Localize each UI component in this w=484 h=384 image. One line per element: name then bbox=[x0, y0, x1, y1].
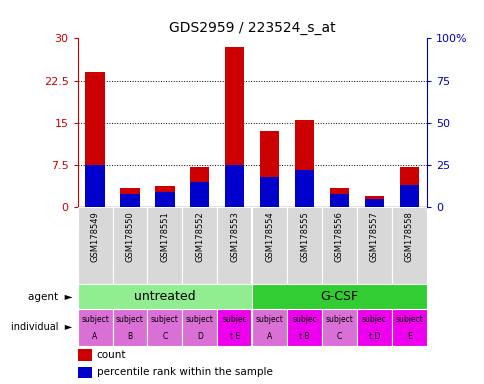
Bar bbox=[364, 199, 383, 207]
Text: count: count bbox=[97, 350, 126, 360]
Text: D: D bbox=[197, 332, 202, 341]
Text: t B: t B bbox=[299, 332, 309, 341]
Bar bbox=[77, 367, 91, 378]
Bar bbox=[259, 131, 279, 207]
Text: subject: subject bbox=[81, 315, 109, 324]
Bar bbox=[217, 309, 252, 346]
Bar bbox=[182, 207, 217, 284]
Bar bbox=[252, 207, 287, 284]
Title: GDS2959 / 223524_s_at: GDS2959 / 223524_s_at bbox=[168, 21, 335, 35]
Bar bbox=[147, 207, 182, 284]
Text: subject: subject bbox=[116, 315, 144, 324]
Text: GSM178554: GSM178554 bbox=[265, 211, 273, 262]
Text: G-CSF: G-CSF bbox=[320, 290, 358, 303]
Bar bbox=[112, 207, 147, 284]
Text: B: B bbox=[127, 332, 132, 341]
Bar bbox=[112, 309, 147, 346]
Bar bbox=[399, 185, 418, 207]
Bar bbox=[120, 188, 139, 207]
Text: subjec: subjec bbox=[291, 315, 317, 324]
Bar bbox=[391, 207, 426, 284]
Bar bbox=[85, 72, 105, 207]
Bar bbox=[287, 207, 321, 284]
Text: subject: subject bbox=[185, 315, 213, 324]
Text: subject: subject bbox=[394, 315, 423, 324]
Bar bbox=[182, 309, 217, 346]
Text: subjec: subjec bbox=[361, 315, 386, 324]
Bar bbox=[287, 309, 321, 346]
Text: GSM178557: GSM178557 bbox=[369, 211, 378, 262]
Text: GSM178550: GSM178550 bbox=[125, 211, 134, 262]
Text: GSM178555: GSM178555 bbox=[300, 211, 308, 262]
Text: GSM178551: GSM178551 bbox=[160, 211, 169, 262]
Bar bbox=[252, 284, 426, 309]
Bar bbox=[399, 167, 418, 207]
Text: A: A bbox=[92, 332, 97, 341]
Bar bbox=[190, 182, 209, 207]
Bar bbox=[147, 309, 182, 346]
Text: untreated: untreated bbox=[134, 290, 196, 303]
Bar bbox=[391, 309, 426, 346]
Text: t D: t D bbox=[368, 332, 379, 341]
Bar bbox=[259, 177, 279, 207]
Text: GSM178558: GSM178558 bbox=[404, 211, 413, 262]
Bar bbox=[77, 349, 91, 361]
Text: subject: subject bbox=[255, 315, 283, 324]
Text: agent  ►: agent ► bbox=[28, 291, 73, 302]
Text: percentile rank within the sample: percentile rank within the sample bbox=[97, 367, 272, 377]
Text: individual  ►: individual ► bbox=[12, 322, 73, 333]
Bar bbox=[77, 284, 252, 309]
Bar bbox=[77, 207, 112, 284]
Text: E: E bbox=[406, 332, 411, 341]
Bar bbox=[225, 47, 244, 207]
Bar bbox=[294, 120, 314, 207]
Text: t E: t E bbox=[229, 332, 240, 341]
Text: A: A bbox=[267, 332, 272, 341]
Bar bbox=[321, 309, 356, 346]
Text: C: C bbox=[162, 332, 167, 341]
Bar bbox=[77, 309, 112, 346]
Bar bbox=[294, 170, 314, 207]
Bar bbox=[356, 309, 391, 346]
Bar bbox=[356, 207, 391, 284]
Text: subjec: subjec bbox=[222, 315, 247, 324]
Text: subject: subject bbox=[325, 315, 353, 324]
Bar bbox=[321, 207, 356, 284]
Bar bbox=[252, 309, 287, 346]
Bar bbox=[225, 165, 244, 207]
Bar bbox=[217, 207, 252, 284]
Bar bbox=[120, 194, 139, 207]
Bar bbox=[155, 192, 174, 207]
Bar bbox=[329, 194, 348, 207]
Bar bbox=[364, 196, 383, 207]
Text: C: C bbox=[336, 332, 341, 341]
Text: GSM178549: GSM178549 bbox=[91, 211, 99, 262]
Text: GSM178552: GSM178552 bbox=[195, 211, 204, 262]
Bar bbox=[155, 186, 174, 207]
Bar bbox=[190, 167, 209, 207]
Text: GSM178553: GSM178553 bbox=[230, 211, 239, 262]
Bar bbox=[85, 165, 105, 207]
Bar bbox=[329, 188, 348, 207]
Text: subject: subject bbox=[151, 315, 179, 324]
Text: GSM178556: GSM178556 bbox=[334, 211, 343, 262]
